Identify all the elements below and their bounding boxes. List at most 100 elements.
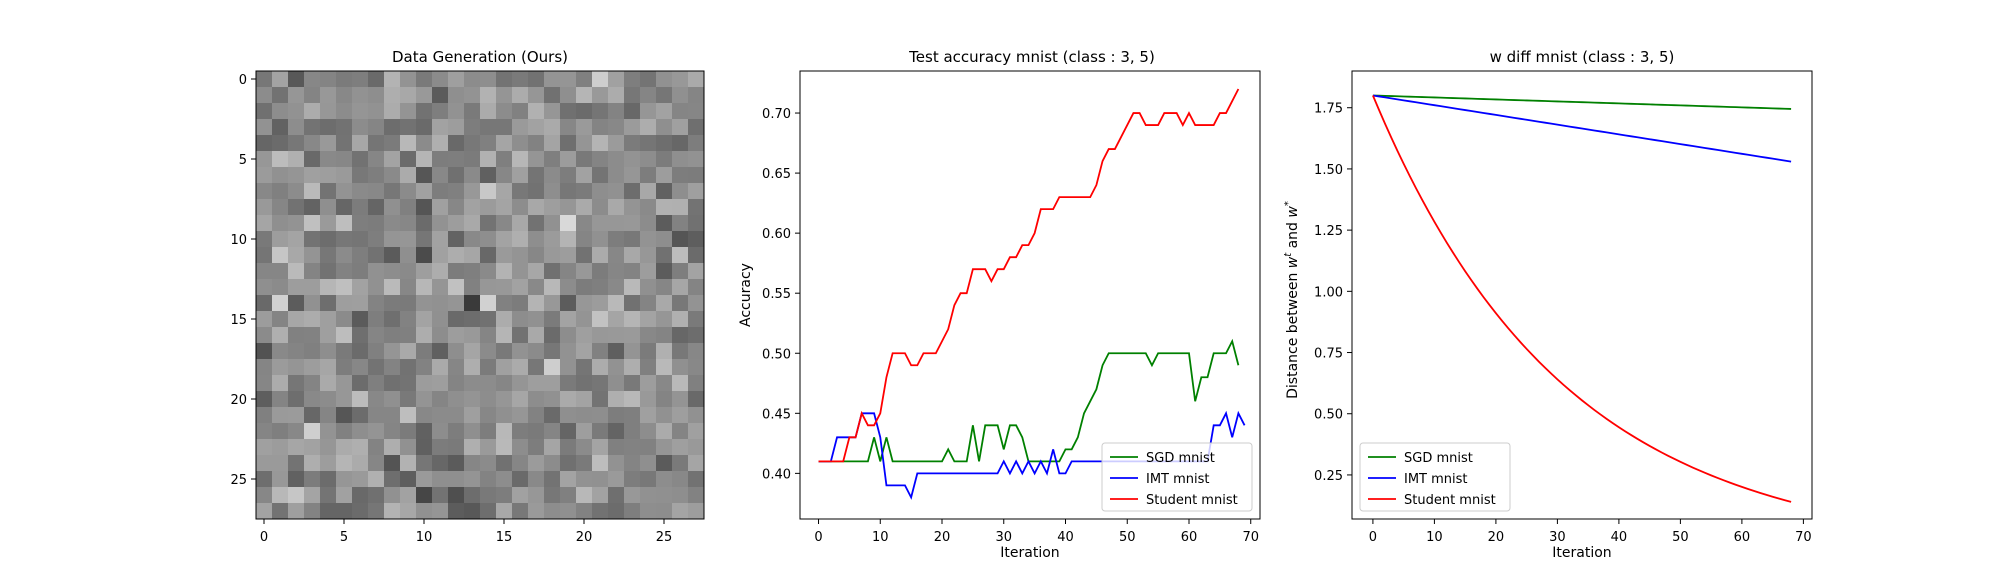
wdiff-frame	[1351, 70, 1813, 520]
heatmap-cell	[560, 327, 577, 344]
heatmap-cell	[464, 439, 481, 456]
heatmap-cell	[624, 295, 641, 312]
heatmap-cell	[640, 167, 657, 184]
heatmap-cell	[656, 311, 673, 328]
heatmap-cell	[560, 295, 577, 312]
heatmap-cell	[448, 407, 465, 424]
heatmap-cell	[336, 151, 353, 168]
heatmap-cell	[256, 327, 273, 344]
heatmap-cell	[288, 487, 305, 504]
heatmap-cell	[368, 103, 385, 120]
heatmap-y-tick-label: 20	[230, 393, 247, 408]
heatmap-cell	[656, 391, 673, 408]
heatmap-cell	[576, 247, 593, 264]
heatmap-cell	[624, 471, 641, 488]
heatmap-cell	[448, 199, 465, 216]
heatmap-cell	[272, 167, 289, 184]
heatmap-cell	[416, 167, 433, 184]
heatmap-cell	[608, 375, 625, 392]
heatmap-cell	[672, 471, 689, 488]
x-tick-label: 60	[1181, 530, 1198, 545]
heatmap-cell	[624, 199, 641, 216]
x-tick-label: 50	[1672, 530, 1689, 545]
heatmap-cell	[640, 439, 657, 456]
heatmap-cell	[560, 87, 577, 104]
heatmap-cell	[560, 247, 577, 264]
heatmap-x-tick-label: 20	[576, 530, 593, 545]
heatmap-cell	[528, 279, 545, 296]
heatmap-cell	[576, 231, 593, 248]
heatmap-cell	[656, 151, 673, 168]
x-tick-label: 0	[1369, 530, 1377, 545]
heatmap-cell	[688, 279, 705, 296]
heatmap-cell	[448, 503, 465, 520]
heatmap-cell	[256, 295, 273, 312]
heatmap-cell	[640, 311, 657, 328]
heatmap-cell	[624, 135, 641, 152]
heatmap-cell	[352, 503, 369, 520]
heatmap-cell	[672, 247, 689, 264]
heatmap-cell	[464, 343, 481, 360]
heatmap-cell	[336, 119, 353, 136]
heatmap-cell	[416, 343, 433, 360]
heatmap-cell	[480, 295, 497, 312]
heatmap-cell	[560, 71, 577, 88]
heatmap-cell	[560, 423, 577, 440]
heatmap-cell	[560, 359, 577, 376]
heatmap-cell	[544, 135, 561, 152]
heatmap-cell	[256, 183, 273, 200]
heatmap-cell	[640, 423, 657, 440]
heatmap-cell	[448, 359, 465, 376]
heatmap-cell	[352, 423, 369, 440]
heatmap-cell	[320, 71, 337, 88]
heatmap-cell	[416, 263, 433, 280]
heatmap-cell	[528, 311, 545, 328]
heatmap-cell	[272, 359, 289, 376]
heatmap-cell	[544, 247, 561, 264]
y-tick-label: 0.50	[762, 347, 791, 362]
heatmap-cell	[544, 199, 561, 216]
heatmap-cell	[688, 119, 705, 136]
heatmap-cell	[288, 231, 305, 248]
heatmap-cell	[496, 295, 513, 312]
heatmap-cell	[400, 471, 417, 488]
heatmap-cell	[640, 279, 657, 296]
legend-label: SGD mnist	[1404, 451, 1473, 466]
heatmap-cell	[336, 247, 353, 264]
heatmap-cell	[336, 423, 353, 440]
heatmap-cell	[288, 455, 305, 472]
heatmap-cell	[432, 247, 449, 264]
heatmap-cell	[656, 343, 673, 360]
heatmap-cell	[432, 439, 449, 456]
heatmap-cell	[400, 263, 417, 280]
heatmap-cell	[256, 343, 273, 360]
heatmap-cell	[368, 263, 385, 280]
heatmap-cell	[512, 279, 529, 296]
heatmap-cell	[544, 407, 561, 424]
heatmap-cell	[464, 359, 481, 376]
heatmap-cell	[624, 151, 641, 168]
heatmap-cell	[416, 183, 433, 200]
heatmap-cell	[512, 359, 529, 376]
heatmap-cell	[528, 151, 545, 168]
heatmap-cell	[656, 183, 673, 200]
heatmap-cell	[368, 343, 385, 360]
heatmap-cell	[528, 71, 545, 88]
heatmap-cell	[512, 327, 529, 344]
heatmap-cell	[608, 135, 625, 152]
heatmap-cell	[288, 151, 305, 168]
heatmap-cell	[592, 263, 609, 280]
heatmap-cell	[608, 423, 625, 440]
heatmap-cell	[624, 327, 641, 344]
heatmap-cell	[448, 215, 465, 232]
heatmap-cell	[432, 295, 449, 312]
heatmap-cell	[640, 199, 657, 216]
heatmap-cell	[608, 295, 625, 312]
heatmap-cell	[480, 311, 497, 328]
heatmap-cell	[352, 295, 369, 312]
heatmap-cell	[688, 103, 705, 120]
heatmap-cell	[384, 103, 401, 120]
heatmap-cell	[256, 199, 273, 216]
heatmap-cell	[352, 103, 369, 120]
heatmap-cell	[576, 487, 593, 504]
